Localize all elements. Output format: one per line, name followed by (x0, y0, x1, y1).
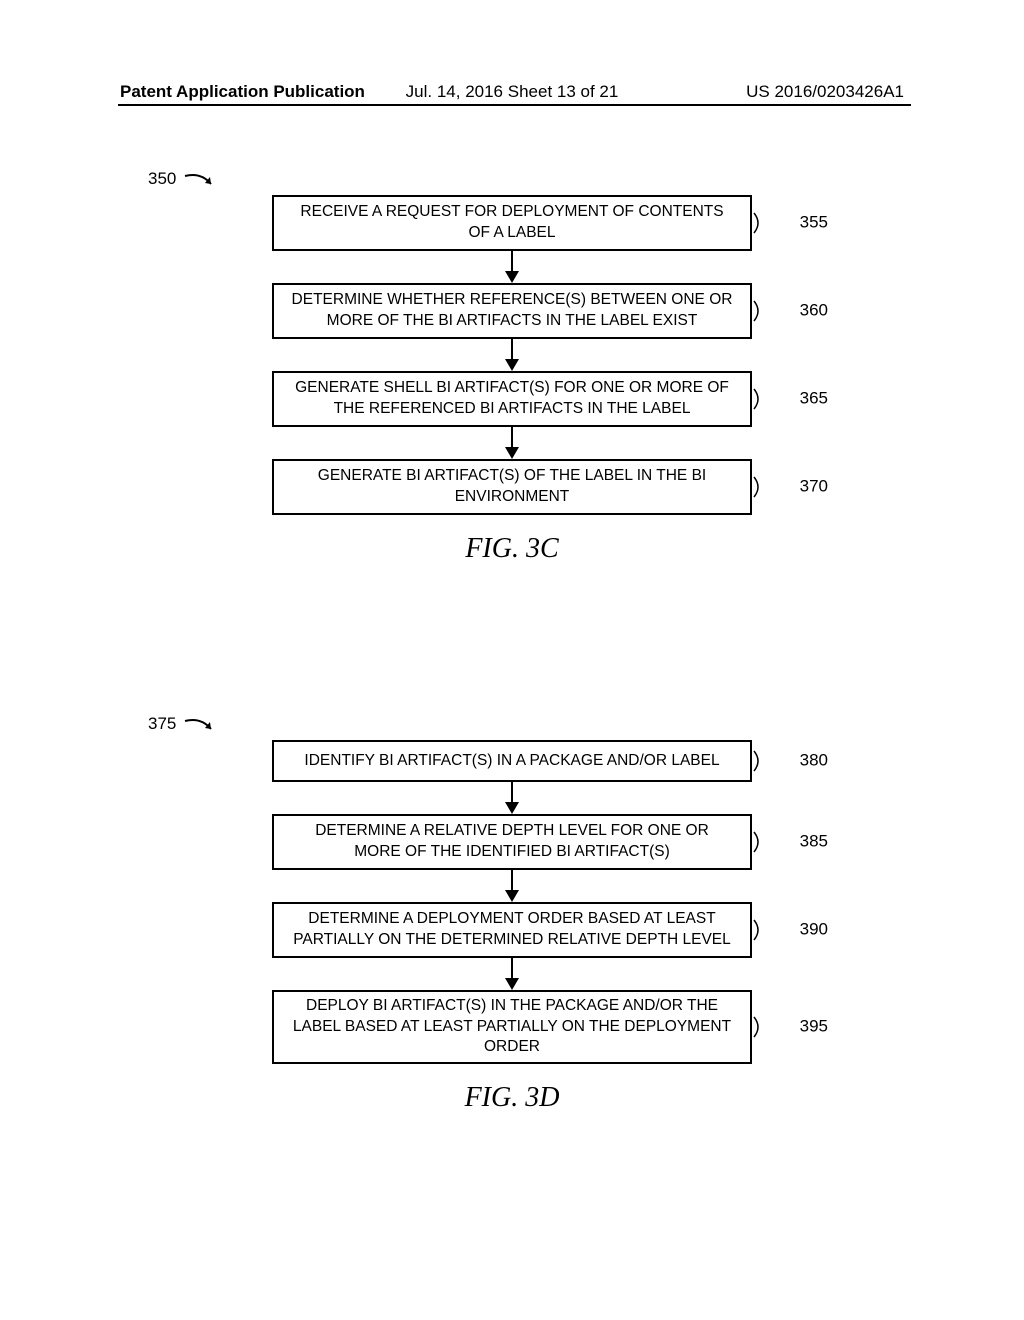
num-360: 360 (800, 300, 828, 323)
box-355-text: RECEIVE A REQUEST FOR DEPLOYMENT OF CONT… (290, 202, 734, 244)
header-left: Patent Application Publication (120, 82, 365, 102)
arrow (511, 782, 513, 802)
arrow-head-icon (505, 890, 519, 902)
num-390: 390 (800, 919, 828, 942)
curve-icon (752, 1015, 792, 1039)
arrow (511, 870, 513, 890)
arrow (511, 958, 513, 978)
caption-3c: FIG. 3C (212, 533, 812, 565)
box-370: GENERATE BI ARTIFACT(S) OF THE LABEL IN … (272, 459, 752, 515)
num-365: 365 (800, 388, 828, 411)
arrow (511, 339, 513, 359)
box-395: DEPLOY BI ARTIFACT(S) IN THE PACKAGE AND… (272, 990, 752, 1064)
curve-icon (752, 475, 792, 499)
curve-icon (752, 749, 792, 773)
caption-3d: FIG. 3D (212, 1082, 812, 1114)
curve-icon (752, 299, 792, 323)
header-right: US 2016/0203426A1 (746, 82, 904, 102)
arrow-head-icon (505, 271, 519, 283)
flowchart-3d: 375 IDENTIFY BI ARTIFACT(S) IN A PACKAGE… (212, 740, 812, 1114)
ref-375-group: 375 (148, 714, 223, 735)
curve-icon (752, 387, 792, 411)
ref-375: 375 (148, 714, 176, 733)
swoosh-icon (183, 715, 223, 735)
arrow-head-icon (505, 359, 519, 371)
box-355: RECEIVE A REQUEST FOR DEPLOYMENT OF CONT… (272, 195, 752, 251)
curve-icon (752, 918, 792, 942)
curve-icon (752, 830, 792, 854)
flowchart-3c: 350 RECEIVE A REQUEST FOR DEPLOYMENT OF … (212, 195, 812, 565)
box-360: DETERMINE WHETHER REFERENCE(S) BETWEEN O… (272, 283, 752, 339)
box-390: DETERMINE A DEPLOYMENT ORDER BASED AT LE… (272, 902, 752, 958)
arrow (511, 427, 513, 447)
header-center: Jul. 14, 2016 Sheet 13 of 21 (406, 82, 619, 102)
arrow-head-icon (505, 978, 519, 990)
box-365: GENERATE SHELL BI ARTIFACT(S) FOR ONE OR… (272, 371, 752, 427)
num-380: 380 (800, 750, 828, 773)
box-365-text: GENERATE SHELL BI ARTIFACT(S) FOR ONE OR… (290, 378, 734, 420)
arrow (511, 251, 513, 271)
arrow-head-icon (505, 802, 519, 814)
box-385: DETERMINE A RELATIVE DEPTH LEVEL FOR ONE… (272, 814, 752, 870)
box-390-text: DETERMINE A DEPLOYMENT ORDER BASED AT LE… (290, 909, 734, 951)
ref-350: 350 (148, 169, 176, 188)
num-355: 355 (800, 212, 828, 235)
box-395-text: DEPLOY BI ARTIFACT(S) IN THE PACKAGE AND… (290, 996, 734, 1059)
box-380: IDENTIFY BI ARTIFACT(S) IN A PACKAGE AND… (272, 740, 752, 782)
box-380-text: IDENTIFY BI ARTIFACT(S) IN A PACKAGE AND… (304, 751, 719, 772)
page-header: Patent Application Publication Jul. 14, … (0, 82, 1024, 102)
arrow-head-icon (505, 447, 519, 459)
box-370-text: GENERATE BI ARTIFACT(S) OF THE LABEL IN … (290, 466, 734, 508)
ref-350-group: 350 (148, 169, 223, 190)
box-360-text: DETERMINE WHETHER REFERENCE(S) BETWEEN O… (290, 290, 734, 332)
box-385-text: DETERMINE A RELATIVE DEPTH LEVEL FOR ONE… (290, 821, 734, 863)
num-370: 370 (800, 476, 828, 499)
swoosh-icon (183, 170, 223, 190)
num-385: 385 (800, 831, 828, 854)
header-rule (118, 104, 911, 106)
num-395: 395 (800, 1016, 828, 1039)
curve-icon (752, 211, 792, 235)
